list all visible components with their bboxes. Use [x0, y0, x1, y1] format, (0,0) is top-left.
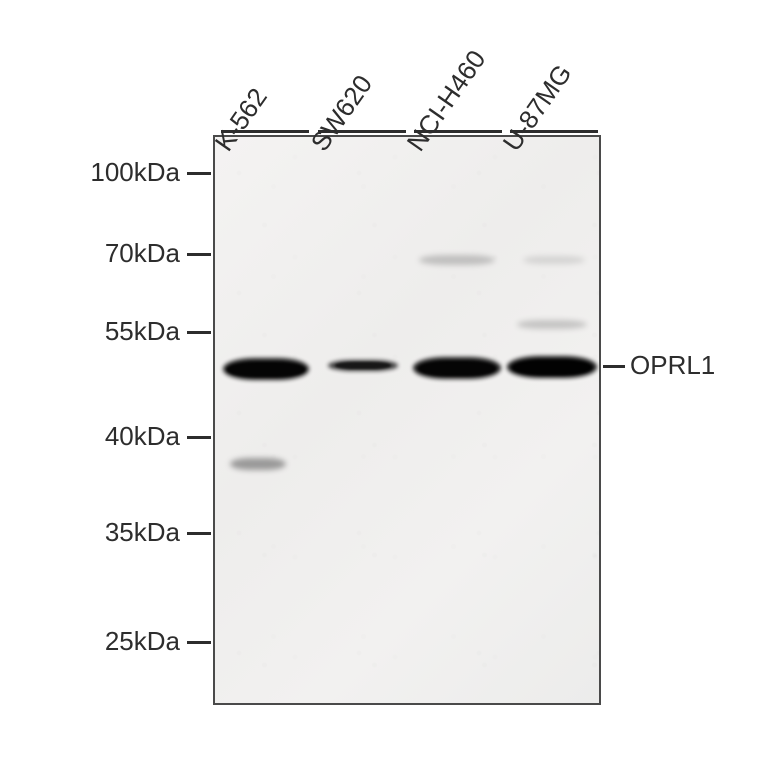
ladder-tick	[187, 532, 211, 535]
protein-band	[512, 360, 592, 375]
protein-band	[517, 320, 587, 329]
figure-canvas: K-562SW620NCI-H460U-87MG 100kDa70kDa55kD…	[0, 0, 764, 764]
protein-band	[523, 256, 585, 264]
protein-band	[335, 362, 391, 369]
ladder-label: 40kDa	[105, 421, 180, 452]
ladder-label: 70kDa	[105, 238, 180, 269]
ladder-tick	[187, 641, 211, 644]
protein-band	[230, 458, 286, 470]
ladder-tick	[187, 253, 211, 256]
ladder-tick	[187, 331, 211, 334]
blot-frame	[213, 135, 601, 705]
target-tick	[603, 365, 625, 368]
protein-band	[419, 255, 495, 265]
protein-band	[227, 362, 305, 377]
target-protein-label: OPRL1	[630, 350, 715, 381]
ladder-label: 100kDa	[90, 157, 180, 188]
membrane-noise	[215, 137, 599, 703]
ladder-tick	[187, 172, 211, 175]
ladder-label: 25kDa	[105, 626, 180, 657]
ladder-tick	[187, 436, 211, 439]
ladder-label: 55kDa	[105, 316, 180, 347]
ladder-label: 35kDa	[105, 517, 180, 548]
protein-band	[418, 361, 496, 376]
